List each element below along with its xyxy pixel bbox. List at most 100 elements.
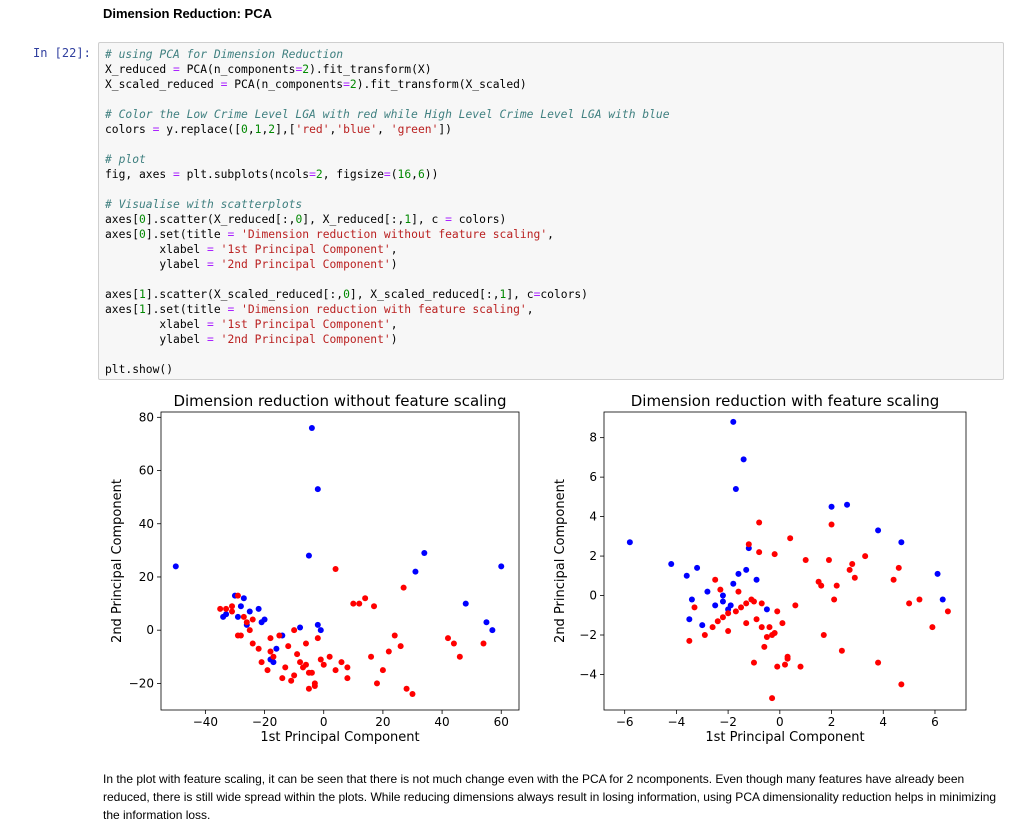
code-token: = — [173, 63, 180, 76]
scatter-point-red — [686, 637, 693, 644]
scatter-point-blue — [712, 602, 719, 609]
code-token: 2 — [315, 168, 323, 181]
scatter-point-red — [890, 576, 897, 583]
scatter-point-red — [725, 610, 732, 617]
scatter-point-red — [338, 659, 345, 666]
x-tick-label: 4 — [879, 715, 887, 729]
code-token: 0 — [295, 213, 303, 226]
code-line: X_reduced = PCA(n_components=2).fit_tran… — [105, 62, 997, 77]
scatter-point-blue — [875, 527, 882, 534]
scatter-point-red — [719, 614, 726, 621]
code-line: colors = y.replace([0,1,2],['red','blue'… — [105, 122, 997, 137]
x-tick-label: 40 — [434, 715, 449, 729]
code-token: ylabel — [105, 258, 208, 271]
scatter-point-red — [403, 685, 410, 692]
scatter-point-red — [285, 643, 292, 650]
markdown-heading: Dimension Reduction: PCA — [103, 6, 273, 21]
scatter-point-blue — [234, 613, 241, 620]
scatter-point-red — [916, 596, 923, 603]
code-token — [214, 333, 221, 346]
scatter-point-red — [240, 613, 247, 620]
code-token: ], c — [506, 288, 534, 301]
chart-1: Dimension reduction without feature scal… — [110, 392, 520, 745]
scatter-point-red — [712, 576, 719, 583]
scatter-point-red — [294, 651, 301, 658]
scatter-point-red — [400, 584, 407, 591]
code-token: 0 — [241, 123, 248, 136]
scatter-point-blue — [297, 624, 304, 631]
code-editor[interactable]: # using PCA for Dimension Reduction X_red… — [105, 47, 997, 377]
code-token: fig, axes — [105, 168, 174, 181]
scatter-point-blue — [735, 570, 742, 577]
code-token: # using PCA for Dimension Reduction — [105, 48, 344, 61]
code-token: # Visualise with scatterplots — [105, 198, 303, 211]
scatter-point-blue — [719, 592, 726, 599]
code-line: axes[0].scatter(X_reduced[:,0], X_reduce… — [105, 212, 997, 227]
code-token — [214, 258, 221, 271]
x-tick-label: 2 — [828, 715, 836, 729]
code-cell-input[interactable]: # using PCA for Dimension Reduction X_red… — [98, 42, 1004, 380]
scatter-point-red — [450, 640, 457, 647]
scatter-point-red — [267, 648, 274, 655]
scatter-point-red — [409, 691, 416, 698]
code-token: = — [227, 303, 235, 316]
scatter-point-blue — [223, 611, 230, 618]
code-token: 1 — [254, 123, 262, 136]
y-tick-label: 0 — [589, 589, 597, 603]
scatter-point-red — [701, 632, 708, 639]
y-tick-label: 60 — [139, 464, 154, 478]
code-token: 1 — [139, 303, 146, 316]
code-token: y.replace([ — [159, 123, 242, 136]
code-token: 2 — [268, 123, 276, 136]
code-token: 1 — [499, 288, 507, 301]
cell-output: Dimension reduction without feature scal… — [100, 385, 980, 760]
scatter-point-blue — [498, 563, 505, 570]
code-line: ylabel = '2nd Principal Component') — [105, 332, 997, 347]
code-line — [105, 92, 997, 107]
scatter-point-blue — [730, 418, 737, 425]
scatter-point-blue — [719, 598, 726, 605]
scatter-point-red — [243, 619, 250, 626]
scatter-point-red — [761, 643, 768, 650]
code-token: 'red' — [295, 123, 330, 136]
scatter-point-red — [480, 640, 487, 647]
plot-frame — [160, 411, 520, 711]
scatter-point-red — [270, 653, 277, 660]
code-token: ], X_reduced[:, — [302, 213, 405, 226]
scatter-point-red — [302, 661, 309, 668]
scatter-point-blue — [172, 563, 179, 570]
x-tick-label: 0 — [776, 715, 784, 729]
scatter-point-blue — [314, 486, 321, 493]
scatter-point-red — [714, 618, 721, 625]
code-token: '2nd Principal Component' — [220, 333, 391, 346]
y-tick-label: 8 — [589, 431, 597, 445]
code-line — [105, 182, 997, 197]
code-line — [105, 272, 997, 287]
code-token: colors) — [540, 288, 588, 301]
scatter-point-red — [825, 557, 832, 564]
scatter-point-blue — [898, 539, 905, 546]
scatter-point-red — [769, 695, 776, 702]
code-token: ).fit_transform(X) — [309, 63, 432, 76]
scatter-point-red — [282, 664, 289, 671]
scatter-point-red — [385, 648, 392, 655]
scatter-point-red — [906, 600, 913, 607]
scatter-point-red — [929, 624, 936, 631]
code-token: xlabel — [105, 318, 208, 331]
code-token: 6 — [417, 168, 425, 181]
code-token: )) — [424, 168, 439, 181]
scatter-point-red — [802, 557, 809, 564]
code-token: = — [220, 78, 228, 91]
scatter-point-red — [217, 605, 224, 612]
scatter-point-red — [763, 633, 770, 640]
y-tick-label: 40 — [139, 517, 154, 531]
scatter-point-red — [944, 608, 951, 615]
scatter-point-red — [379, 667, 386, 674]
scatter-point-red — [332, 667, 339, 674]
scatter-point-blue — [683, 572, 690, 579]
code-token: = — [445, 213, 452, 226]
scatter-point-blue — [686, 616, 693, 623]
markdown-paragraph: In the plot with feature scaling, it can… — [103, 772, 997, 822]
scatter-point-blue — [314, 621, 321, 628]
scatter-point-blue — [939, 596, 946, 603]
